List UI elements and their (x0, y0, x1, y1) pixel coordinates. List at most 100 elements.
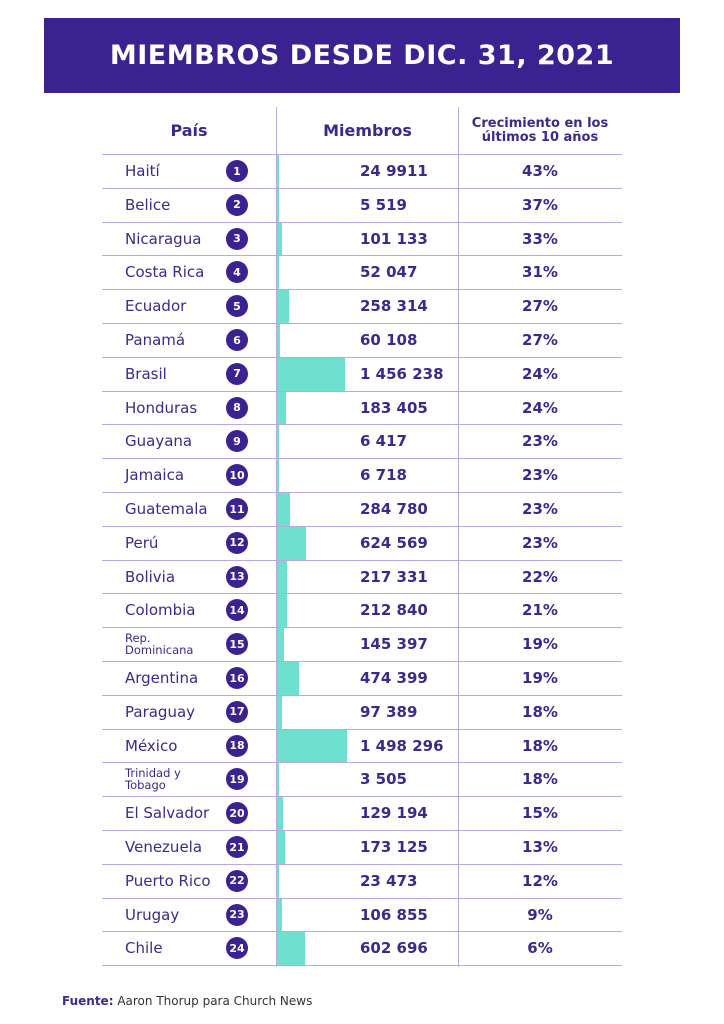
growth-value: 15% (522, 804, 558, 823)
row-divider (102, 897, 622, 899)
row-divider (102, 559, 622, 561)
members-value: 474 399 (360, 669, 428, 687)
rank-badge: 17 (226, 700, 248, 723)
country-name: Honduras (125, 398, 198, 417)
country-name: Nicaragua (125, 229, 202, 248)
country-name: Urugay (125, 905, 180, 924)
table-row: Perú 12 624 569 23% (102, 526, 622, 560)
source-text: Aaron Thorup para Church News (117, 994, 313, 1008)
growth-value: 37% (522, 195, 558, 214)
country-name: México (125, 736, 178, 755)
row-divider (102, 255, 622, 257)
table-row: Panamá 6 60 108 27% (102, 323, 622, 357)
country-name: Rep. Dominicana (125, 631, 194, 658)
members-value: 183 405 (360, 398, 428, 417)
table-row: Urugay 23 106 855 9% (102, 898, 622, 932)
rank-badge: 19 (226, 768, 248, 791)
growth-value: 24% (522, 398, 558, 417)
member-bar (277, 797, 284, 831)
growth-value: 18% (522, 702, 558, 721)
country-name: El Salvador (125, 804, 210, 823)
rank-badge: 11 (226, 498, 248, 520)
row-divider (102, 931, 622, 933)
members-value: 23 473 (360, 871, 418, 890)
table-row: Guatemala 11 284 780 23% (102, 492, 622, 526)
growth-value: 33% (522, 229, 558, 248)
row-divider (102, 356, 622, 358)
row-divider (102, 221, 622, 223)
country-name: Chile (125, 939, 163, 958)
row-divider (102, 323, 622, 324)
members-value: 52 047 (360, 263, 418, 282)
growth-value: 19% (522, 635, 558, 654)
row-divider (102, 661, 622, 662)
rank-badge: 23 (226, 903, 248, 926)
rank-badge: 5 (226, 295, 248, 318)
member-bar (277, 526, 307, 560)
table-row: Haití 1 24 9911 43% (102, 154, 622, 188)
table-row: Guayana 9 6 417 23% (102, 424, 622, 459)
country-name: Costa Rica (125, 263, 205, 282)
table-row: Paraguay 17 97 389 18% (102, 695, 622, 729)
growth-value: 24% (522, 364, 558, 383)
member-bar (277, 155, 279, 188)
rank-badge: 14 (226, 599, 248, 622)
table-row: Puerto Rico 22 23 473 12% (102, 864, 622, 898)
growth-value: 23% (522, 466, 558, 485)
members-value: 217 331 (360, 567, 428, 586)
members-value: 24 9911 (360, 162, 428, 180)
growth-value: 19% (522, 669, 558, 687)
growth-value: 12% (522, 871, 558, 890)
rank-badge: 21 (226, 836, 248, 858)
growth-value: 6% (527, 939, 553, 958)
table-row: Ecuador 5 258 314 27% (102, 289, 622, 324)
country-name: Venezuela (125, 838, 203, 856)
member-bar (277, 932, 306, 966)
header-growth: Crecimiento en los últimos 10 años (471, 115, 609, 145)
page-title: MIEMBROS DESDE DIC. 31, 2021 (109, 40, 615, 71)
row-divider (102, 525, 622, 527)
rank-badge: 3 (226, 227, 248, 250)
member-bar (277, 831, 286, 864)
title-banner: MIEMBROS DESDE DIC. 31, 2021 (44, 18, 680, 93)
row-divider (102, 863, 622, 865)
row-divider (102, 289, 622, 291)
member-bar (277, 594, 287, 628)
members-value: 6 718 (360, 466, 407, 485)
table-row: Brasil 7 1 456 238 24% (102, 357, 622, 391)
rank-badge: 22 (226, 869, 248, 892)
row-divider (102, 492, 622, 493)
growth-value: 23% (522, 432, 558, 451)
header-country: País (170, 121, 208, 140)
member-bar (277, 695, 282, 729)
rank-badge: 2 (226, 193, 248, 216)
rank-badge: 6 (226, 329, 248, 351)
members-value: 3 505 (360, 770, 407, 789)
rank-badge: 18 (226, 734, 248, 757)
rank-badge: 12 (226, 531, 248, 554)
growth-value: 43% (522, 162, 558, 180)
member-bar (277, 324, 280, 357)
members-value: 97 389 (360, 702, 418, 721)
member-bar (277, 729, 347, 763)
members-value: 624 569 (360, 533, 428, 552)
growth-value: 23% (522, 500, 558, 518)
table-row: Costa Rica 4 52 047 31% (102, 255, 622, 290)
member-bar (277, 864, 279, 898)
country-name: Colombia (125, 601, 196, 620)
members-value: 145 397 (360, 635, 428, 654)
rank-badge: 1 (226, 160, 248, 182)
growth-value: 18% (522, 736, 558, 755)
country-name: Bolivia (125, 567, 176, 586)
members-value: 258 314 (360, 297, 428, 316)
table-row: Jamaica 10 6 718 23% (102, 458, 622, 493)
members-value: 129 194 (360, 804, 428, 823)
row-divider (102, 154, 622, 155)
row-divider (102, 458, 622, 460)
member-bar (277, 493, 291, 526)
table-row: México 18 1 498 296 18% (102, 729, 622, 763)
country-name: Ecuador (125, 297, 187, 316)
country-name: Jamaica (125, 466, 185, 485)
country-name: Puerto Rico (125, 871, 211, 890)
members-value: 5 519 (360, 195, 407, 214)
